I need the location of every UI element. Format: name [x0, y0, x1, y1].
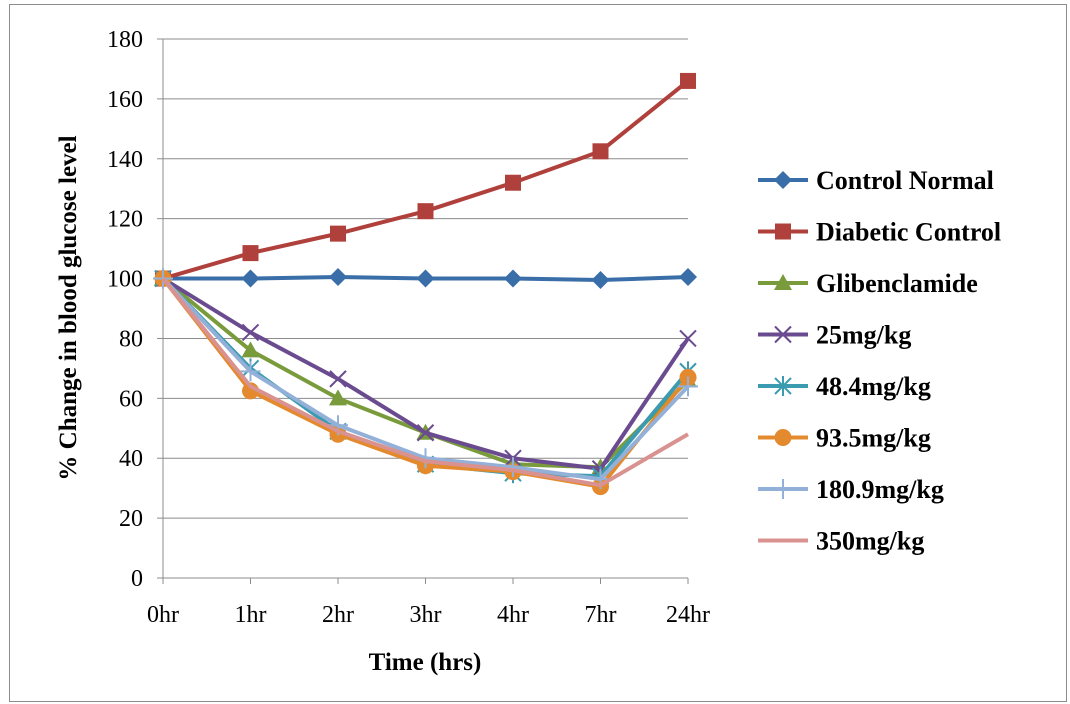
- data-point: [775, 223, 791, 240]
- data-point: [329, 389, 347, 406]
- legend-label: 48.4mg/kg: [816, 372, 931, 401]
- data-point: [416, 424, 435, 442]
- y-tick-label: 180: [107, 27, 143, 53]
- legend-label: Diabetic Control: [816, 218, 1001, 247]
- data-point: [241, 341, 260, 358]
- data-point: [774, 274, 792, 290]
- legend-item: 180.9mg/kg: [758, 475, 944, 504]
- y-tick-label: 40: [119, 446, 143, 472]
- data-point: [504, 269, 522, 288]
- series-line: [162, 79, 690, 281]
- series-line: [161, 277, 690, 488]
- x-tick-label: 1hr: [235, 602, 267, 628]
- y-tick-label: 140: [107, 147, 143, 173]
- data-point: [592, 143, 609, 160]
- legend-label: 180.9mg/kg: [816, 475, 944, 504]
- chart-frame: [9, 4, 1067, 702]
- x-axis-title: Time (hrs): [369, 649, 482, 676]
- legend-item: 25mg/kg: [758, 321, 911, 350]
- x-tick-label: 2hr: [322, 602, 354, 628]
- legend-label: 350mg/kg: [816, 527, 924, 556]
- data-point: [241, 323, 260, 342]
- data-point: [329, 370, 347, 388]
- data-point: [773, 479, 793, 499]
- data-point: [240, 361, 261, 382]
- legend: Control Normal Diabetic Control Glibenclam…: [758, 166, 1001, 556]
- x-tick-label: 24hr: [666, 602, 710, 628]
- legend-label: Glibenclamide: [816, 269, 978, 298]
- data-point: [329, 268, 347, 287]
- data-point: [330, 225, 346, 242]
- legend-item: 93.5mg/kg: [758, 424, 931, 453]
- data-point: [774, 171, 792, 189]
- y-tick-label: 100: [107, 267, 143, 293]
- y-tick-label: 60: [119, 386, 143, 412]
- data-point: [416, 269, 435, 288]
- x-tick-label: 0hr: [147, 602, 179, 628]
- y-tick-label: 120: [107, 207, 143, 233]
- data-point: [774, 325, 792, 344]
- legend-item: 350mg/kg: [758, 527, 924, 556]
- data-point: [679, 329, 697, 348]
- y-tick-label: 160: [107, 87, 143, 113]
- x-tick-label: 7hr: [585, 602, 617, 628]
- legend-label: 25mg/kg: [816, 321, 911, 350]
- data-point: [680, 72, 696, 89]
- y-tick-label: 80: [119, 326, 143, 352]
- series-lines: [153, 72, 698, 496]
- y-axis-title: % Change in blood glucose level: [55, 135, 82, 480]
- series: [161, 277, 690, 488]
- legend-label: Control Normal: [816, 166, 994, 195]
- data-point: [417, 203, 434, 220]
- axes: 0 20 40 60 80 100 120 140 160 180 0hr 1hr 2hr 3hr 4hr 7…: [107, 27, 710, 628]
- data-point: [241, 269, 260, 288]
- series: [153, 268, 698, 490]
- legend-item: 48.4mg/kg: [758, 372, 931, 401]
- data-point: [678, 376, 698, 397]
- x-tick-label: 4hr: [497, 602, 529, 628]
- data-point: [679, 268, 697, 287]
- legend-item: Control Normal: [758, 166, 994, 195]
- x-tick-label: 3hr: [410, 602, 442, 628]
- legend-item: Diabetic Control: [758, 218, 1001, 247]
- legend-label: 93.5mg/kg: [816, 424, 931, 453]
- data-point: [591, 271, 610, 290]
- y-tick-label: 20: [119, 506, 143, 532]
- series: [154, 268, 697, 290]
- data-point: [774, 376, 792, 396]
- series: [155, 72, 696, 287]
- data-point: [503, 457, 523, 478]
- legend-item: Glibenclamide: [758, 269, 978, 298]
- data-point: [505, 174, 521, 191]
- y-tick-label: 0: [131, 566, 143, 592]
- data-point: [774, 429, 792, 446]
- data-point: [242, 245, 259, 262]
